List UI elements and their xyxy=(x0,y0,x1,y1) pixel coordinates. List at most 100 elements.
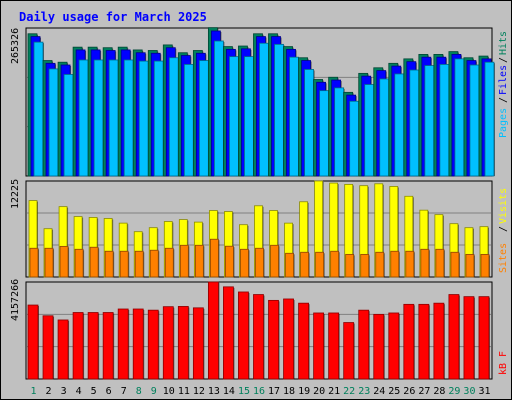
pages-bar-day-30 xyxy=(469,64,480,177)
pages-bar-day-4 xyxy=(78,59,89,177)
panel3-ymax-label: 4157266 xyxy=(10,279,21,321)
sites-bar-day-25 xyxy=(390,250,400,278)
kbytes-bar-day-21 xyxy=(328,312,340,380)
day-label-7: 7 xyxy=(121,386,127,397)
day-label-5: 5 xyxy=(91,386,97,397)
sites-bar-day-15 xyxy=(240,248,249,278)
sites-bar-day-18 xyxy=(285,252,294,278)
pages-bar-day-15 xyxy=(244,56,254,177)
pages-bar-day-20 xyxy=(319,90,330,177)
sites-bar-day-27 xyxy=(420,248,430,278)
panel2-legend: Sites / Visits xyxy=(498,188,509,273)
day-label-30: 30 xyxy=(463,386,475,397)
kbytes-bar-day-5 xyxy=(87,312,99,380)
legend-hits: Hits xyxy=(498,31,509,55)
day-label-22: 22 xyxy=(343,386,355,397)
day-label-24: 24 xyxy=(373,386,385,397)
kbytes-bar-day-31 xyxy=(478,296,490,380)
day-label-2: 2 xyxy=(46,386,52,397)
kbytes-bar-day-11 xyxy=(177,306,189,380)
pages-bar-day-21 xyxy=(334,87,345,177)
pages-bar-day-19 xyxy=(304,69,314,177)
day-label-11: 11 xyxy=(178,386,190,397)
pages-bar-day-17 xyxy=(274,43,284,177)
day-label-27: 27 xyxy=(418,386,430,397)
day-label-26: 26 xyxy=(403,386,415,397)
kbytes-bar-day-6 xyxy=(102,312,114,380)
pages-bar-day-11 xyxy=(183,64,194,177)
pages-bar-day-31 xyxy=(484,61,495,177)
pages-bar-day-6 xyxy=(108,59,119,177)
sites-bar-day-31 xyxy=(480,253,490,278)
day-axis: 1 2 3 4 5 6 7 8 9 10 11 12 13 14 15 16 17 18 19 20 21 22 23 24 2… xyxy=(31,386,491,397)
kbytes-bar-day-9 xyxy=(147,309,159,380)
pages-bar-day-13 xyxy=(213,40,224,177)
legend-pages: Pages xyxy=(498,108,509,138)
day-label-20: 20 xyxy=(313,386,325,397)
sites-bar-day-29 xyxy=(450,251,460,278)
kbytes-bar-day-23 xyxy=(358,309,370,380)
pages-bar-day-16 xyxy=(259,42,269,177)
sites-bar-day-6 xyxy=(104,250,114,278)
sites-bar-day-30 xyxy=(465,253,475,278)
kbytes-bar-day-17 xyxy=(268,299,279,380)
pages-bar-day-10 xyxy=(168,57,179,177)
pages-bar-day-29 xyxy=(454,58,465,177)
sites-bar-day-19 xyxy=(300,251,309,278)
day-label-25: 25 xyxy=(388,386,400,397)
legend-sep-2: / xyxy=(498,57,509,63)
sites-bar-day-10 xyxy=(164,247,174,278)
sites-bar-day-7 xyxy=(119,250,129,278)
kbytes-bar-day-30 xyxy=(463,296,475,380)
pages-bar-day-1 xyxy=(33,41,44,177)
panel1-ymax-label: 265326 xyxy=(10,28,21,64)
kbytes-bar-day-12 xyxy=(192,307,204,380)
sites-bar-day-26 xyxy=(405,250,415,278)
kbytes-panel xyxy=(25,281,493,380)
panel3-legend: kB F xyxy=(498,351,509,375)
sites-bar-day-16 xyxy=(255,247,264,278)
kbytes-bar-day-19 xyxy=(298,302,309,380)
pages-bar-day-27 xyxy=(424,65,435,177)
day-label-16: 16 xyxy=(253,386,265,397)
pages-bar-day-26 xyxy=(409,69,420,177)
kbytes-bar-day-16 xyxy=(253,294,264,380)
kbytes-bar-day-26 xyxy=(403,303,415,380)
sites-bar-day-14 xyxy=(225,245,234,278)
legend-sites: Sites xyxy=(498,243,509,273)
day-label-28: 28 xyxy=(433,386,445,397)
day-label-19: 19 xyxy=(298,386,310,397)
kbytes-bar-day-27 xyxy=(418,303,430,380)
panel2-ymax-label: 12225 xyxy=(10,179,21,209)
pages-bar-day-25 xyxy=(394,73,405,177)
kbytes-bar-day-29 xyxy=(448,294,460,380)
sites-bar-day-3 xyxy=(59,245,69,278)
day-label-6: 6 xyxy=(106,386,112,397)
sites-bar-day-20 xyxy=(315,251,325,278)
sites-bar-day-21 xyxy=(330,250,340,278)
pages-bar-day-8 xyxy=(138,60,149,177)
kbytes-bar-day-10 xyxy=(162,306,174,380)
pages-bar-day-9 xyxy=(153,60,164,177)
day-label-8: 8 xyxy=(136,386,142,397)
pages-bar-day-7 xyxy=(123,59,134,177)
kbytes-bar-day-8 xyxy=(132,308,144,380)
kbytes-bar-day-18 xyxy=(283,298,294,380)
legend-kbytes: kB F xyxy=(498,351,509,375)
kbytes-bar-day-3 xyxy=(57,319,69,380)
day-label-17: 17 xyxy=(268,386,280,397)
day-label-18: 18 xyxy=(283,386,295,397)
kbytes-bar-day-4 xyxy=(72,312,84,380)
pages-bar-day-18 xyxy=(289,56,299,177)
day-label-9: 9 xyxy=(151,386,157,397)
pages-bar-day-22 xyxy=(349,100,360,177)
pages-bar-day-5 xyxy=(93,59,104,177)
pages-bar-day-3 xyxy=(63,74,74,177)
sites-bar-day-28 xyxy=(435,248,445,278)
day-label-13: 13 xyxy=(208,386,220,397)
day-label-12: 12 xyxy=(193,386,205,397)
day-label-21: 21 xyxy=(328,386,340,397)
legend-visits: Visits xyxy=(498,188,509,224)
day-label-14: 14 xyxy=(223,386,235,397)
